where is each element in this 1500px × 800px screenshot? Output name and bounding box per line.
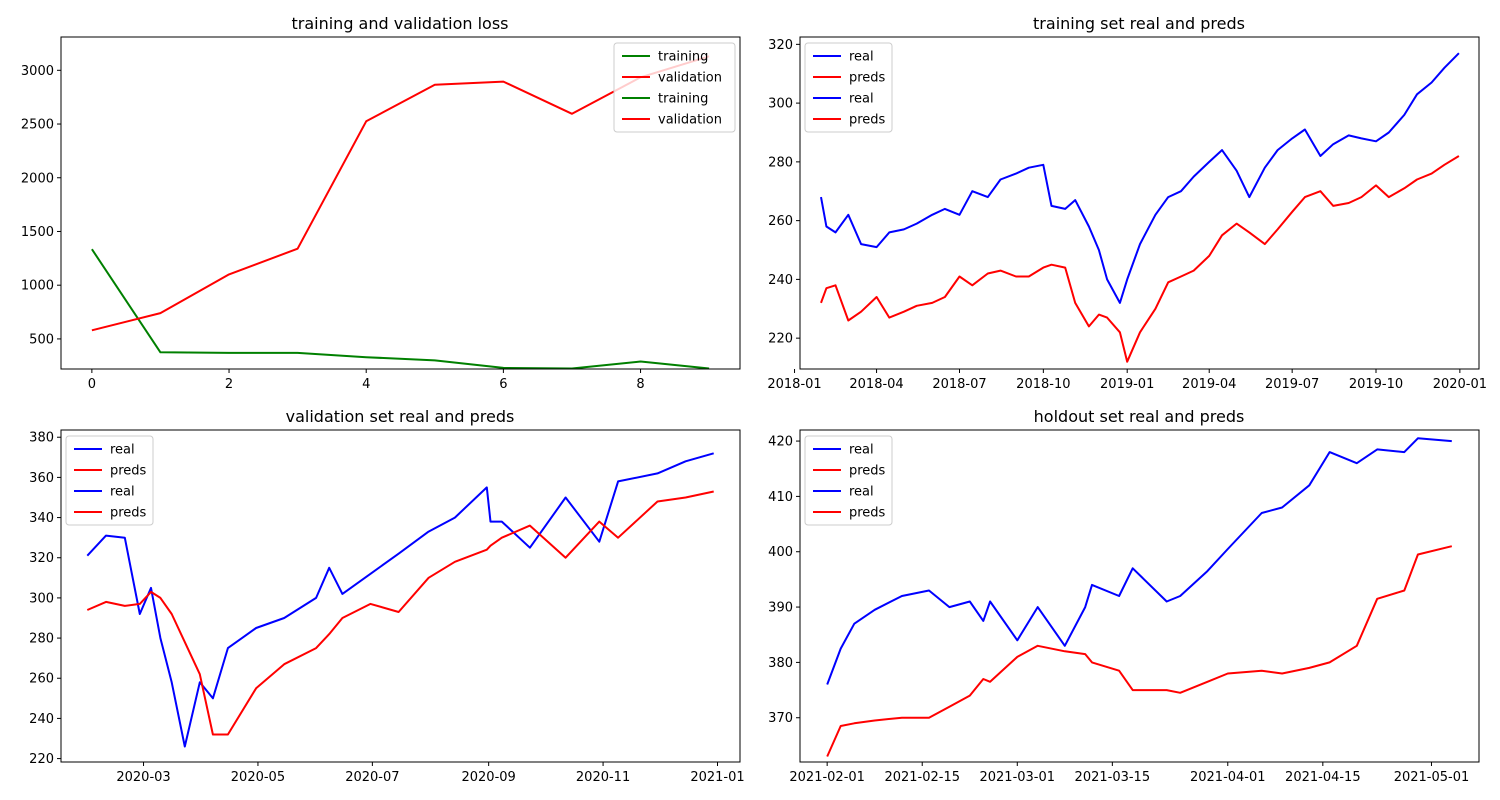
chart-title: training and validation loss (291, 14, 508, 33)
series-line-validation (91, 55, 710, 332)
x-tick-label: 2020-05 (231, 770, 285, 785)
legend-label-real: real (110, 443, 135, 458)
y-tick-label: 400 (768, 545, 793, 560)
legend-box (804, 42, 893, 133)
y-tick-label: 1000 (21, 279, 54, 294)
x-tick-label: 2020-03 (116, 770, 170, 785)
x-tick-label: 2019-10 (1349, 377, 1403, 392)
y-tick-label: 280 (29, 632, 54, 647)
series-line-preds (826, 545, 1453, 757)
series-line-training (91, 248, 710, 370)
y-tick-label: 220 (29, 752, 54, 767)
chart-title: training set real and preds (1033, 14, 1245, 33)
axes-frame (799, 429, 1480, 763)
y-tick-label: 370 (768, 711, 793, 726)
y-tick-label: 280 (768, 155, 793, 170)
legend-label-real: real (110, 485, 135, 500)
axes-frame (799, 36, 1480, 370)
x-tick-label: 2020-09 (461, 770, 515, 785)
legend-box (613, 42, 736, 133)
x-tick-label: 2019-04 (1182, 377, 1236, 392)
y-tick-label: 220 (768, 332, 793, 347)
y-tick-label: 1500 (21, 225, 54, 240)
y-tick-label: 260 (768, 214, 793, 229)
x-tick-label: 2020-01 (1433, 377, 1487, 392)
x-tick-label: 2021-02-01 (789, 770, 865, 785)
series-line-preds (820, 155, 1460, 363)
x-tick-label: 6 (499, 377, 507, 392)
y-tick-label: 320 (29, 551, 54, 566)
legend-label-validation: validation (658, 71, 722, 86)
x-tick-label: 4 (362, 377, 370, 392)
y-tick-label: 2000 (21, 171, 54, 186)
legend-box (65, 435, 154, 526)
panel-holdout-set: holdout set real and preds 2021-02-01 202… (768, 407, 1480, 785)
series-line-preds (86, 490, 714, 736)
y-tick-label: 500 (29, 332, 54, 347)
y-tick-label: 260 (29, 672, 54, 687)
x-tick-label: 8 (636, 377, 644, 392)
legend-label-preds: preds (110, 464, 147, 479)
y-tick-label: 240 (29, 712, 54, 727)
x-tick-label: 2020-11 (576, 770, 630, 785)
x-tick-label: 2018-01 (767, 377, 821, 392)
panel-training-set: training set real and preds 2018-01 2018-… (767, 14, 1487, 392)
legend-label-real: real (849, 50, 874, 65)
x-tick-label: 2021-03-15 (1075, 770, 1151, 785)
legend-label-preds: preds (849, 506, 886, 521)
legend-label-preds: preds (110, 506, 147, 521)
y-tick-label: 410 (768, 490, 793, 505)
legend: real preds real preds (65, 435, 154, 526)
x-tick-label: 2021-04-01 (1190, 770, 1266, 785)
legend-label-preds: preds (849, 464, 886, 479)
x-tick-label: 2019-07 (1265, 377, 1319, 392)
x-tick-label: 2018-10 (1016, 377, 1070, 392)
y-tick-label: 300 (768, 97, 793, 112)
x-tick-label: 2021-01 (690, 770, 744, 785)
legend: training validation training validation (613, 42, 736, 133)
chart-title: holdout set real and preds (1034, 407, 1245, 426)
x-tick-label: 2 (225, 377, 233, 392)
x-tick-label: 0 (88, 377, 96, 392)
series-line-real (86, 452, 714, 748)
y-tick-label: 360 (29, 471, 54, 486)
x-tick-label: 2019-01 (1100, 377, 1154, 392)
panel-loss: training and validation loss 0 2 4 6 8 500 100… (21, 14, 741, 392)
y-tick-label: 380 (29, 431, 54, 446)
legend-label-real: real (849, 92, 874, 107)
y-tick-label: 2500 (21, 118, 54, 133)
y-tick-label: 390 (768, 601, 793, 616)
series-line-real (826, 437, 1452, 685)
axes-frame (60, 36, 741, 370)
x-tick-label: 2021-02-15 (884, 770, 960, 785)
legend: real preds real preds (804, 42, 893, 133)
panel-validation-set: validation set real and preds 2020-03 202… (29, 407, 744, 785)
series-line-real (820, 52, 1460, 304)
chart-title: validation set real and preds (286, 407, 515, 426)
legend-label-validation: validation (658, 113, 722, 128)
legend-label-preds: preds (849, 113, 886, 128)
y-tick-label: 3000 (21, 64, 54, 79)
legend-label-real: real (849, 443, 874, 458)
axes-frame (60, 429, 741, 763)
x-tick-label: 2020-07 (345, 770, 399, 785)
x-tick-label: 2018-04 (849, 377, 903, 392)
y-tick-label: 240 (768, 273, 793, 288)
x-tick-label: 2021-05-01 (1394, 770, 1470, 785)
y-tick-label: 380 (768, 656, 793, 671)
legend: real preds real preds (804, 435, 893, 526)
y-tick-label: 420 (768, 435, 793, 450)
legend-label-real: real (849, 485, 874, 500)
y-tick-label: 300 (29, 591, 54, 606)
legend-label-training: training (658, 50, 708, 65)
legend-label-preds: preds (849, 71, 886, 86)
legend-label-training: training (658, 92, 708, 107)
x-tick-label: 2018-07 (932, 377, 986, 392)
x-tick-label: 2021-04-15 (1285, 770, 1361, 785)
y-tick-label: 320 (768, 38, 793, 53)
legend-box (804, 435, 893, 526)
y-tick-label: 340 (29, 511, 54, 526)
x-tick-label: 2021-03-01 (979, 770, 1055, 785)
